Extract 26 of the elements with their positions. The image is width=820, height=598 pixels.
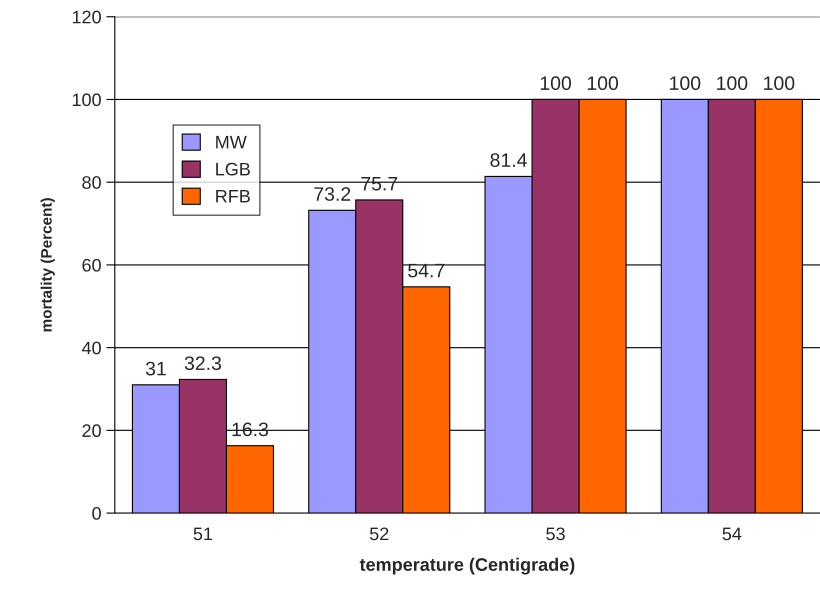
x-axis-title: temperature (Centigrade) (360, 558, 574, 575)
data-label: 100 (764, 76, 794, 90)
y-tick-label: 20 (82, 424, 101, 438)
legend-label: RFB (216, 190, 250, 202)
data-label: 73.2 (314, 187, 350, 201)
data-label: 54.7 (408, 264, 444, 278)
x-tick-label: 52 (370, 527, 388, 540)
data-label: 100 (670, 76, 700, 90)
data-label: 32.3 (184, 356, 222, 370)
legend-label: LGB (216, 162, 250, 176)
y-tick-label: 80 (82, 176, 101, 189)
y-tick-label: 40 (82, 342, 101, 354)
y-tick-label: 60 (82, 258, 101, 272)
legend-label: MW (216, 136, 247, 148)
data-label: 100 (717, 76, 748, 90)
data-label: 100 (540, 76, 572, 90)
y-tick-label: 120 (72, 10, 101, 24)
y-tick-label: 0 (92, 507, 101, 520)
data-label: 81.4 (490, 153, 527, 167)
x-tick-label: 51 (194, 528, 212, 540)
x-tick-label: 53 (546, 527, 565, 540)
y-axis-title: mortality (Percent) (40, 198, 55, 332)
x-tick-label: 54 (722, 528, 742, 540)
data-label: 31 (146, 362, 166, 376)
data-label: 100 (588, 76, 618, 90)
y-tick-label: 100 (72, 93, 101, 106)
